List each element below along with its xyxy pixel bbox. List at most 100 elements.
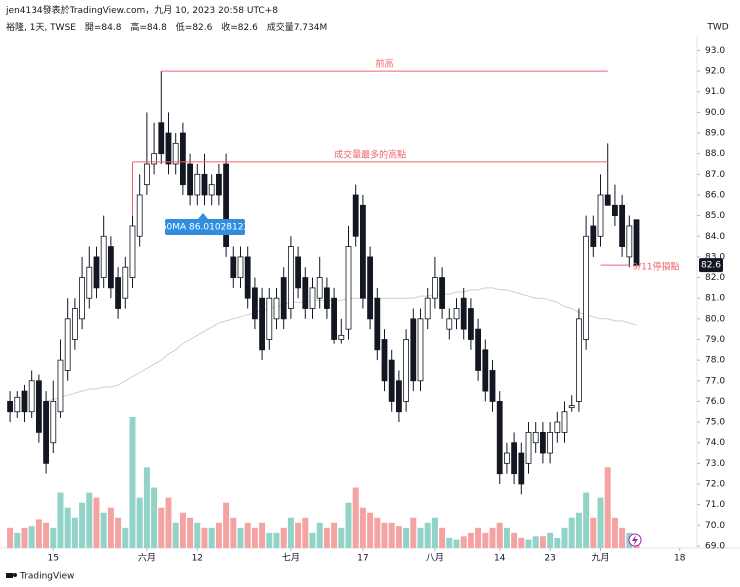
annotation-text: 成交量最多的高點 [334, 148, 406, 160]
volume-bar [151, 487, 158, 548]
candle-body [597, 194, 604, 237]
candle-body [194, 173, 201, 196]
y-tick-label: 73.0 [705, 459, 725, 469]
y-tick-label: 78.0 [705, 356, 725, 366]
ohlc-low: 低=82.6 [175, 23, 213, 33]
candle-body [215, 173, 222, 196]
volume-bar [79, 502, 86, 548]
candle-body [475, 328, 482, 371]
candle-body [93, 256, 100, 289]
candle-body [259, 297, 265, 351]
volume-bar [86, 492, 93, 548]
last-price-label: 82.6 [701, 261, 721, 271]
candle-body [158, 122, 165, 155]
candle-body [604, 194, 611, 206]
volume-bar [50, 527, 57, 548]
volume-bar [28, 526, 35, 548]
candle-body [568, 405, 575, 409]
volume-bar [431, 517, 438, 548]
candle-body [532, 431, 539, 444]
volume-bar [503, 527, 510, 548]
candle-body [561, 411, 568, 433]
ma-tooltip-box [165, 219, 245, 235]
volume-bar [489, 527, 496, 548]
y-tick-label: 92.0 [705, 67, 725, 77]
volume-bar [403, 527, 410, 548]
volume-bar [230, 517, 237, 548]
candle-body [244, 256, 251, 299]
candle-body [187, 163, 193, 196]
y-tick-label: 93.0 [705, 46, 725, 56]
volume-bar [331, 522, 338, 548]
y-tick-label: 75.0 [705, 418, 725, 428]
candle-body [360, 204, 366, 299]
volume-bar [7, 527, 14, 548]
volume-bar [532, 536, 539, 548]
volume-bar [352, 487, 359, 548]
candle-body [201, 173, 208, 196]
candle-body [331, 297, 337, 340]
candle-body [323, 287, 330, 309]
brand-logo [6, 573, 17, 578]
candle-body [21, 390, 28, 413]
ma-tooltip-text: 60MA 86.01028122 [161, 223, 249, 233]
x-tick-label: 15 [48, 554, 59, 564]
legend-line: 裕隆, 1天, TWSE 開=84.8 高=84.8 低=82.6 收=82.6… [6, 20, 333, 33]
annotation-text: 9/11停損點 [632, 261, 679, 273]
ma-tooltip: 60MA 86.01028122 [161, 213, 249, 235]
candle-body [266, 297, 273, 340]
candle-body [309, 287, 316, 309]
volume-bar [136, 497, 143, 548]
volume-bar [223, 502, 230, 548]
volume-bar [64, 507, 71, 548]
volume-bar [496, 522, 503, 548]
volume-bar [302, 517, 309, 548]
volume-bar [539, 536, 546, 548]
volume-bar [187, 517, 194, 548]
candle-body [136, 194, 143, 237]
volume-bar [547, 532, 554, 548]
volume-bar [280, 527, 287, 548]
y-tick-label: 74.0 [705, 438, 725, 448]
candle-body [633, 219, 640, 266]
y-tick-label: 72.0 [705, 480, 725, 490]
candle-body [287, 246, 294, 309]
candle-body [504, 452, 510, 464]
x-tick-label: 23 [544, 554, 555, 564]
volume-bar [295, 522, 302, 548]
volume-bar [100, 512, 107, 548]
candle-body [388, 359, 395, 402]
volume-bar [115, 517, 122, 548]
volume-bar [611, 517, 618, 548]
volume-bar [309, 532, 316, 548]
volume-bar [143, 467, 150, 548]
candle-body [129, 225, 136, 278]
y-tick-label: 77.0 [705, 376, 725, 386]
candle-body [338, 334, 345, 340]
volume-bar [129, 417, 136, 548]
volume-bar [367, 512, 374, 548]
candle-body [417, 318, 424, 382]
y-tick-label: 83.0 [705, 252, 725, 262]
volume-bar [453, 539, 460, 548]
candle-body [525, 431, 532, 464]
volume-bar [93, 497, 100, 548]
volume-bar [273, 532, 280, 548]
candle-body [28, 380, 35, 413]
candle-body [35, 380, 42, 433]
candle-body [547, 431, 554, 454]
candle-body [482, 349, 489, 392]
candle-body [424, 297, 431, 320]
candle-body [295, 256, 301, 289]
candle-body [396, 380, 402, 413]
volume-bar [374, 517, 381, 548]
y-tick-label: 70.0 [705, 521, 725, 531]
candle-body [151, 153, 157, 165]
volume-bar [215, 522, 222, 548]
volume-bar [338, 527, 345, 548]
volume-bar [525, 539, 532, 548]
publish-line: jen4134發表於TradingView.com，九月 10, 2023 20… [6, 6, 278, 16]
candle-body [107, 246, 114, 289]
volume-bar [475, 527, 482, 548]
volume-bar [604, 467, 611, 548]
